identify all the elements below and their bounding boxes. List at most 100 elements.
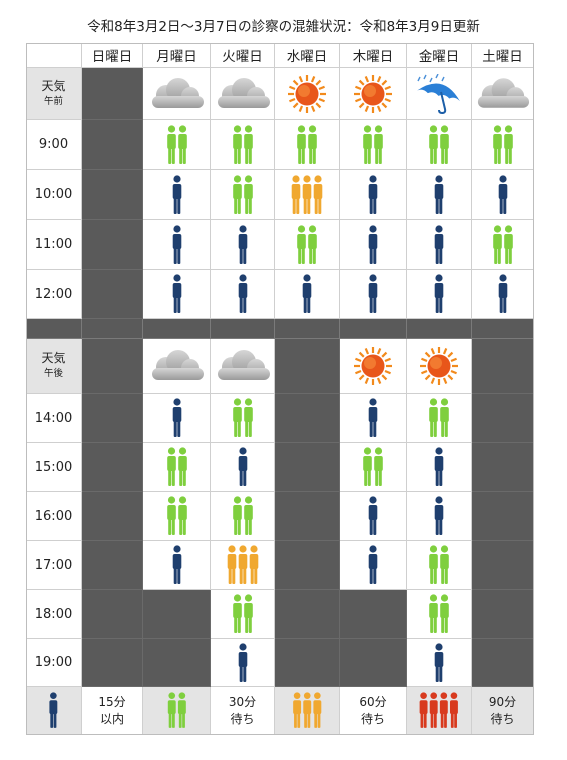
status-cell [407, 541, 472, 590]
wait-15-icon [172, 174, 181, 214]
wait-15-icon [434, 274, 444, 313]
status-cell [211, 394, 275, 443]
status-cell [143, 120, 211, 170]
wait-30-icon [429, 594, 449, 633]
closed-cell [275, 443, 340, 492]
closed-cell [143, 590, 211, 639]
day-label: 土曜日 [482, 49, 523, 65]
time-label: 9:00 [38, 137, 69, 152]
wait-15-icon [368, 496, 378, 535]
day-label: 日曜日 [91, 49, 133, 65]
time-cell: 18:00 [26, 590, 82, 639]
weather-cell [472, 68, 534, 120]
closed-cell [82, 541, 143, 590]
status-cell [211, 541, 275, 590]
legend-text-cell: 90分 待ち [472, 687, 534, 735]
time-label: 18:00 [34, 606, 73, 622]
wait-15-icon [434, 174, 444, 214]
wait-30-icon [492, 124, 513, 164]
closed-cell [82, 270, 143, 319]
wait-15-icon [368, 545, 378, 584]
sun-icon [420, 347, 458, 385]
wait-15-icon [498, 174, 507, 214]
session-label: 午前 [43, 95, 63, 107]
time-label: 14:00 [34, 410, 73, 426]
status-cell [407, 590, 472, 639]
legend-wait-note: 待ち [230, 711, 255, 726]
wait-15-icon [302, 274, 312, 313]
wait-15-icon [434, 224, 444, 264]
closed-cell [275, 339, 340, 394]
lunch-break-bar [211, 319, 275, 339]
closed-cell [143, 639, 211, 687]
weather-cell [407, 68, 472, 120]
status-cell [407, 394, 472, 443]
status-cell [211, 270, 275, 319]
sun-icon [354, 74, 392, 113]
session-label: 午後 [43, 368, 63, 379]
cloud-icon [151, 350, 204, 380]
status-cell [472, 270, 534, 319]
time-cell: 14:00 [26, 394, 82, 443]
time-label: 10:00 [34, 187, 73, 202]
wait-30-icon [166, 447, 187, 486]
cloud-icon [217, 77, 270, 108]
status-cell [143, 270, 211, 319]
wait-30-icon [492, 224, 513, 264]
day-label: 月曜日 [156, 49, 197, 65]
weather-row-label: 天気 午後 [26, 339, 82, 394]
wait-15-icon [368, 274, 378, 313]
wait-30-icon [429, 545, 449, 584]
time-label: 15:00 [34, 459, 73, 475]
closed-cell [275, 639, 340, 687]
wait-30-icon [166, 124, 187, 164]
legend-icon-cell [407, 687, 472, 735]
time-cell: 11:00 [26, 220, 82, 270]
closed-cell [82, 590, 143, 639]
lunch-break-bar [82, 319, 143, 339]
legend-text-cell: 30分 待ち [211, 687, 275, 735]
wait-15-icon [498, 274, 507, 313]
wait-15-icon [368, 398, 378, 437]
weather-label: 天気 [41, 351, 66, 365]
lunch-break-bar [26, 319, 82, 339]
status-cell [143, 394, 211, 443]
page-title: 令和8年3月2日〜3月7日の診察の混雑状況：令和8年3月9日更新 [87, 19, 480, 35]
status-cell [407, 639, 472, 687]
time-label: 12:00 [34, 286, 73, 302]
closed-cell [472, 339, 534, 394]
legend-wait-note: 待ち [490, 711, 515, 726]
wait-30-icon [297, 224, 317, 264]
wait-30-icon [297, 124, 317, 164]
day-header: 木曜日 [340, 43, 407, 68]
status-cell [472, 220, 534, 270]
status-cell [211, 492, 275, 541]
closed-cell [472, 541, 534, 590]
day-header: 日曜日 [82, 43, 143, 68]
day-header: 火曜日 [211, 43, 275, 68]
time-cell: 12:00 [26, 270, 82, 319]
closed-cell [82, 639, 143, 687]
closed-cell [82, 339, 143, 394]
wait-30-icon [232, 594, 253, 633]
wait-30-icon [429, 398, 449, 437]
wait-15-icon [172, 274, 181, 313]
lunch-break-bar [340, 319, 407, 339]
status-cell [275, 120, 340, 170]
status-cell [275, 220, 340, 270]
status-cell [211, 170, 275, 220]
weather-label: 天気 [41, 78, 66, 93]
wait-15-icon [49, 692, 58, 728]
wait-30-icon [232, 496, 253, 535]
umbrella-icon [417, 73, 460, 114]
wait-60-icon [227, 545, 258, 584]
closed-cell [275, 492, 340, 541]
wait-30-icon [363, 447, 383, 486]
status-cell [275, 270, 340, 319]
wait-60-icon [292, 692, 322, 728]
closed-cell [275, 394, 340, 443]
status-cell [407, 170, 472, 220]
status-cell [340, 394, 407, 443]
time-cell: 16:00 [26, 492, 82, 541]
legend-wait-time: 15分 [98, 694, 126, 709]
